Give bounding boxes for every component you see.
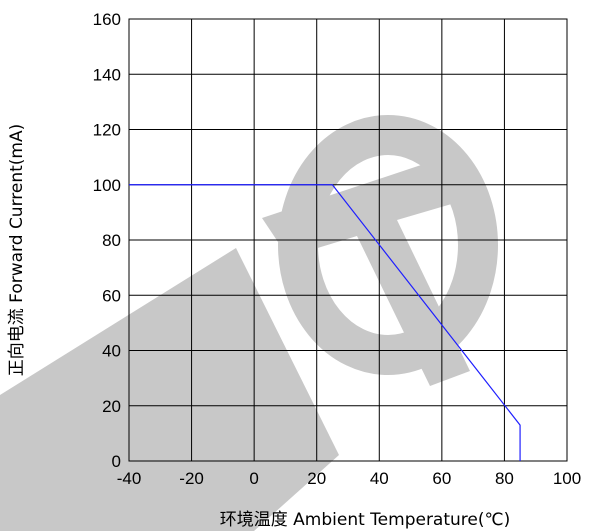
- y-tick-label: 160: [93, 10, 121, 29]
- y-tick-label: 140: [93, 65, 121, 84]
- x-tick-label: 80: [495, 469, 514, 488]
- x-tick-label: 40: [370, 469, 389, 488]
- x-tick-label: -20: [179, 469, 204, 488]
- x-tick-label: -40: [117, 469, 142, 488]
- x-tick-label: 100: [553, 469, 581, 488]
- y-tick-label: 80: [102, 231, 121, 250]
- y-tick-label: 0: [112, 452, 121, 471]
- y-tick-label: 120: [93, 121, 121, 140]
- y-tick-label: 20: [102, 397, 121, 416]
- y-tick-label: 100: [93, 176, 121, 195]
- x-tick-label: 0: [249, 469, 258, 488]
- x-tick-labels: -40 -20 0 20 40 60 80 100: [117, 469, 581, 488]
- plot-frame: [128, 18, 568, 462]
- x-tick-label: 60: [432, 469, 451, 488]
- dto-watermark: [0, 115, 498, 531]
- series-layer: [129, 184, 521, 461]
- series-line: [129, 184, 521, 461]
- y-tick-label: 60: [102, 286, 121, 305]
- y-tick-label: 40: [102, 342, 121, 361]
- watermark-letter-o: [278, 115, 498, 375]
- x-tick-label: 20: [307, 469, 326, 488]
- y-axis-title: 正向电流 Forward Current(mA): [7, 124, 27, 376]
- y-tick-labels: 0 20 40 60 80 100 120 140 160: [93, 10, 121, 471]
- x-axis-title: 环境温度 Ambient Temperature(℃): [220, 510, 510, 530]
